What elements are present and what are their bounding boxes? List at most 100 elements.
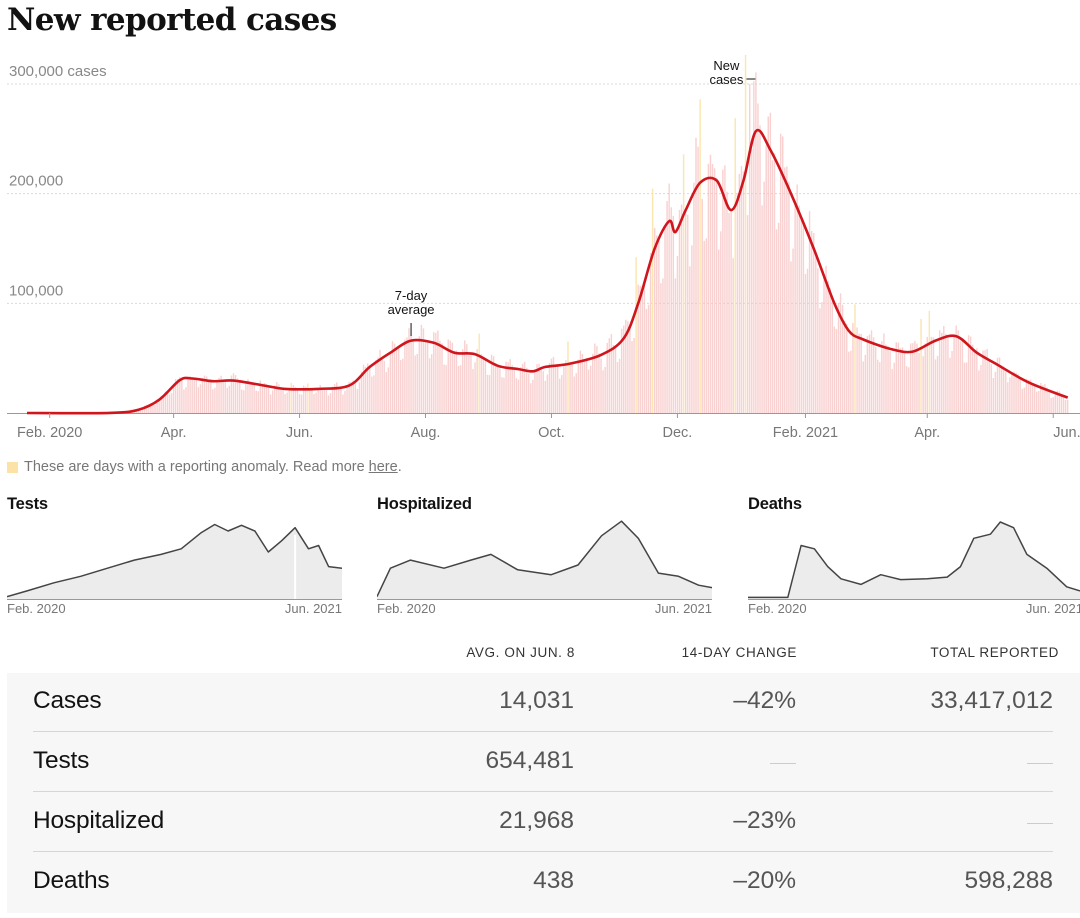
daily-bar (618, 358, 621, 413)
daily-bar (703, 240, 705, 413)
daily-bar (406, 337, 408, 413)
daily-bar (806, 268, 809, 413)
daily-bar (559, 378, 561, 413)
daily-bar (249, 381, 251, 413)
x-tick-label: Jun. (1053, 425, 1080, 441)
read-more-link[interactable]: here (368, 459, 398, 475)
daily-bar (1035, 391, 1038, 413)
x-tick-label: Aug. (411, 425, 441, 441)
daily-bar (922, 356, 924, 413)
daily-bar (897, 342, 900, 413)
daily-bar (1013, 371, 1015, 413)
daily-bar (476, 349, 478, 413)
daily-bar (216, 379, 218, 413)
daily-bar (912, 343, 914, 413)
daily-bar (290, 382, 293, 413)
daily-bar (666, 201, 668, 413)
tests-end-label: Jun. 2021 (284, 601, 342, 616)
daily-bar (503, 377, 505, 413)
daily-bar (336, 382, 338, 413)
daily-bar (709, 154, 712, 413)
daily-bar (565, 360, 567, 413)
daily-bar (792, 248, 794, 413)
header-change: 14-DAY CHANGE (681, 645, 797, 660)
daily-bar (693, 182, 695, 413)
daily-bar (490, 354, 493, 413)
daily-bar (850, 350, 852, 413)
daily-bar (808, 211, 811, 413)
daily-bar (420, 324, 423, 413)
daily-bar (881, 341, 883, 413)
daily-bar (767, 116, 769, 413)
daily-bar (926, 336, 928, 413)
daily-bar (497, 364, 499, 413)
daily-bar (428, 358, 431, 413)
daily-bar (492, 356, 495, 413)
table-row: Tests 654,481 (33, 733, 1053, 792)
daily-bar (598, 353, 600, 413)
daily-bar (350, 382, 352, 413)
row-label: Hospitalized (33, 807, 165, 834)
daily-bar (433, 332, 435, 413)
daily-bar (499, 368, 501, 413)
daily-bar (340, 387, 342, 413)
row-label: Cases (33, 687, 102, 714)
daily-bar (980, 365, 982, 413)
daily-bar (1038, 390, 1040, 413)
daily-bar (358, 382, 361, 413)
daily-bar (947, 336, 949, 413)
daily-bar (170, 393, 173, 413)
daily-bar (1005, 371, 1007, 413)
daily-bar (1029, 379, 1032, 413)
daily-bar (393, 343, 396, 413)
daily-bar (276, 381, 278, 413)
header-total: TOTAL REPORTED (930, 645, 1059, 660)
daily-bar (241, 389, 243, 413)
tests-sparkline (7, 523, 342, 600)
daily-bar (819, 308, 821, 413)
table-row: Deaths 438 –20% 598,288 (33, 853, 1053, 912)
daily-bar (414, 355, 416, 413)
daily-bar (329, 393, 332, 413)
daily-bar (1046, 387, 1048, 413)
daily-bar (556, 366, 559, 413)
average-line (26, 128, 1069, 415)
daily-bar (172, 385, 175, 413)
daily-bar (150, 403, 152, 413)
daily-bar (356, 388, 359, 413)
daily-bar (883, 333, 885, 413)
daily-bar (1002, 369, 1005, 413)
daily-bar (645, 309, 648, 413)
daily-bar (910, 343, 912, 413)
daily-bar (143, 405, 146, 413)
daily-bar (800, 216, 803, 413)
daily-bar (453, 350, 456, 413)
daily-bar (294, 386, 297, 413)
daily-bar (203, 375, 206, 413)
daily-bar (961, 340, 964, 413)
header-avg: AVG. ON JUN. 8 (466, 645, 575, 660)
daily-bar (955, 325, 957, 413)
daily-bar (552, 356, 555, 413)
daily-bar (457, 365, 460, 413)
daily-bar (385, 372, 388, 413)
daily-bar (782, 136, 784, 413)
daily-bar (779, 133, 782, 414)
daily-bar (825, 265, 827, 413)
table-row: Hospitalized 21,968 –23% (33, 793, 1053, 852)
daily-bar (348, 381, 350, 413)
daily-bar (901, 347, 904, 413)
daily-bar (1056, 390, 1059, 413)
daily-bar (907, 367, 910, 413)
total-empty-dash (1027, 823, 1053, 824)
daily-bar (451, 342, 454, 413)
cases-chart: 100,000 200,000 300,000 cases Feb. 2020 Apr… (7, 55, 1080, 441)
daily-bar (953, 335, 955, 413)
daily-bar (974, 350, 976, 413)
daily-bar (201, 378, 204, 413)
daily-bar (812, 233, 815, 413)
daily-bar (494, 363, 497, 413)
daily-bar (866, 336, 869, 413)
daily-bar (936, 355, 939, 413)
daily-bar (668, 183, 670, 413)
